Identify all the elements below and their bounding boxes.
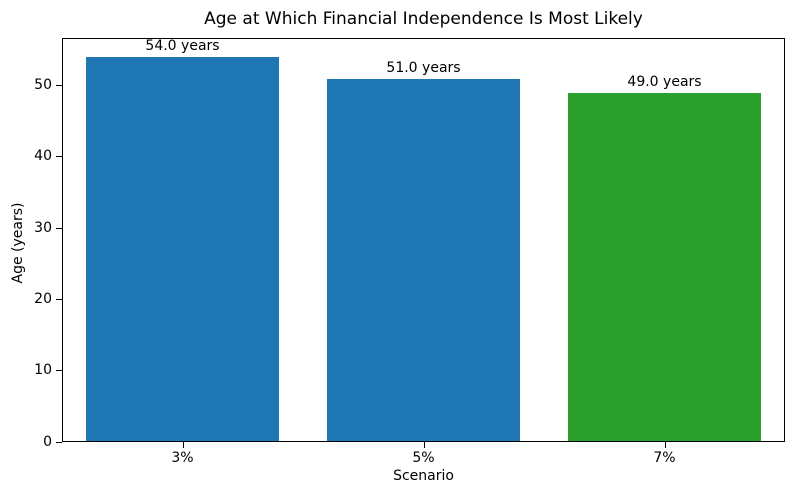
x-axis-label: Scenario [393, 468, 454, 484]
y-tick-mark [56, 298, 62, 300]
y-tick-label: 30 [34, 219, 52, 236]
y-tick-label: 40 [34, 148, 52, 165]
x-tick-mark [182, 442, 184, 448]
y-tick-mark [56, 85, 62, 87]
y-tick-label: 0 [43, 433, 52, 450]
x-tick-label: 7% [653, 450, 676, 466]
x-tick-mark [423, 442, 425, 448]
y-tick-label: 50 [34, 77, 52, 94]
y-tick-label: 20 [34, 290, 52, 307]
bar-3% [86, 57, 279, 441]
bar-value-label: 49.0 years [627, 73, 702, 90]
y-tick-mark [56, 227, 62, 229]
x-tick-label: 3% [171, 450, 194, 466]
y-axis-label-text: Age (years) [10, 202, 26, 284]
bar-value-label: 54.0 years [145, 38, 220, 55]
x-tick-label: 5% [412, 450, 435, 466]
y-tick-mark [56, 441, 62, 443]
chart-title: Age at Which Financial Independence Is M… [204, 9, 643, 29]
y-tick-mark [56, 370, 62, 372]
bar-5% [327, 78, 520, 441]
y-tick-mark [56, 156, 62, 158]
x-tick-mark [664, 442, 666, 448]
y-tick-label: 10 [34, 362, 52, 379]
bar-7% [568, 92, 761, 441]
bar-value-label: 51.0 years [386, 59, 461, 76]
